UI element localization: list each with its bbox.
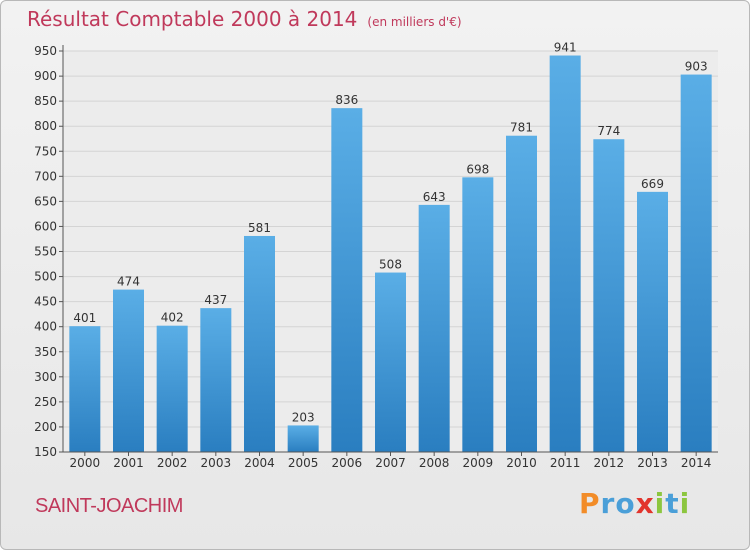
y-tick-label: 200	[34, 420, 57, 434]
y-tick-label: 500	[34, 270, 57, 284]
x-tick-label: 2011	[550, 456, 581, 470]
x-tick-label: 2007	[375, 456, 406, 470]
chart-title: Résultat Comptable 2000 à 2014 (en millie…	[27, 7, 462, 31]
commune-name: SAINT-JOACHIM	[35, 495, 183, 517]
logo-letter: t	[665, 487, 680, 520]
x-tick-label: 2009	[463, 456, 494, 470]
data-label: 203	[292, 410, 315, 424]
y-tick-label: 400	[34, 320, 57, 334]
data-label: 836	[335, 93, 358, 107]
bar-2007	[375, 272, 406, 452]
data-label: 669	[641, 177, 664, 191]
bar-2006	[331, 108, 363, 452]
chart-unit-label: (en milliers d'€)	[367, 15, 462, 29]
data-label: 474	[117, 275, 140, 289]
data-label: 781	[510, 121, 533, 135]
bar-2013	[637, 191, 668, 452]
data-label: 508	[379, 258, 402, 272]
x-tick-label: 2013	[637, 456, 668, 470]
data-label: 774	[597, 124, 620, 138]
x-tick-label: 2005	[288, 456, 319, 470]
logo-letter: i	[679, 487, 691, 520]
data-label: 643	[423, 190, 446, 204]
bar-2010	[506, 135, 537, 452]
logo-letter: o	[615, 487, 636, 520]
bar-2012	[593, 139, 625, 452]
y-tick-label: 150	[34, 445, 57, 459]
data-label: 698	[466, 162, 489, 176]
data-label: 437	[204, 293, 227, 307]
x-tick-label: 2010	[506, 456, 537, 470]
bar-2014	[680, 74, 712, 452]
proxiti-logo: Proxiti	[579, 487, 690, 520]
chart-title-text: Résultat Comptable 2000 à 2014	[27, 7, 358, 31]
bar-2009	[462, 177, 494, 452]
x-tick-label: 2000	[70, 456, 101, 470]
x-tick-label: 2004	[244, 456, 275, 470]
bar-2005	[287, 425, 319, 452]
bar-2001	[113, 289, 144, 452]
x-tick-label: 2003	[201, 456, 232, 470]
x-tick-label: 2006	[332, 456, 363, 470]
y-tick-label: 450	[34, 295, 57, 309]
x-tick-label: 2012	[594, 456, 625, 470]
bar-2011	[549, 55, 581, 452]
bar-2004	[244, 235, 275, 452]
x-tick-label: 2014	[681, 456, 712, 470]
y-tick-label: 850	[34, 94, 57, 108]
y-tick-label: 700	[34, 169, 57, 183]
x-tick-label: 2001	[113, 456, 144, 470]
logo-letter: P	[579, 487, 601, 520]
x-tick-label: 2002	[157, 456, 188, 470]
data-label: 903	[685, 60, 708, 74]
y-tick-label: 350	[34, 345, 57, 359]
data-label: 401	[73, 311, 96, 325]
bar-2000	[69, 326, 101, 452]
y-tick-label: 750	[34, 144, 57, 158]
y-tick-label: 650	[34, 194, 57, 208]
bar-2008	[418, 204, 450, 452]
x-tick-label: 2008	[419, 456, 450, 470]
bar-2003	[200, 308, 232, 452]
data-label: 581	[248, 221, 271, 235]
y-tick-label: 550	[34, 245, 57, 259]
y-tick-label: 250	[34, 395, 57, 409]
data-label: 941	[554, 41, 577, 55]
logo-letter: i	[654, 487, 666, 520]
y-tick-label: 950	[34, 44, 57, 58]
bar-2002	[156, 325, 188, 452]
y-tick-label: 900	[34, 69, 57, 83]
y-tick-label: 800	[34, 119, 57, 133]
y-tick-label: 600	[34, 219, 57, 233]
data-label: 402	[161, 311, 184, 325]
logo-letter: r	[600, 487, 616, 520]
y-tick-label: 300	[34, 370, 57, 384]
logo-letter: x	[635, 487, 655, 520]
